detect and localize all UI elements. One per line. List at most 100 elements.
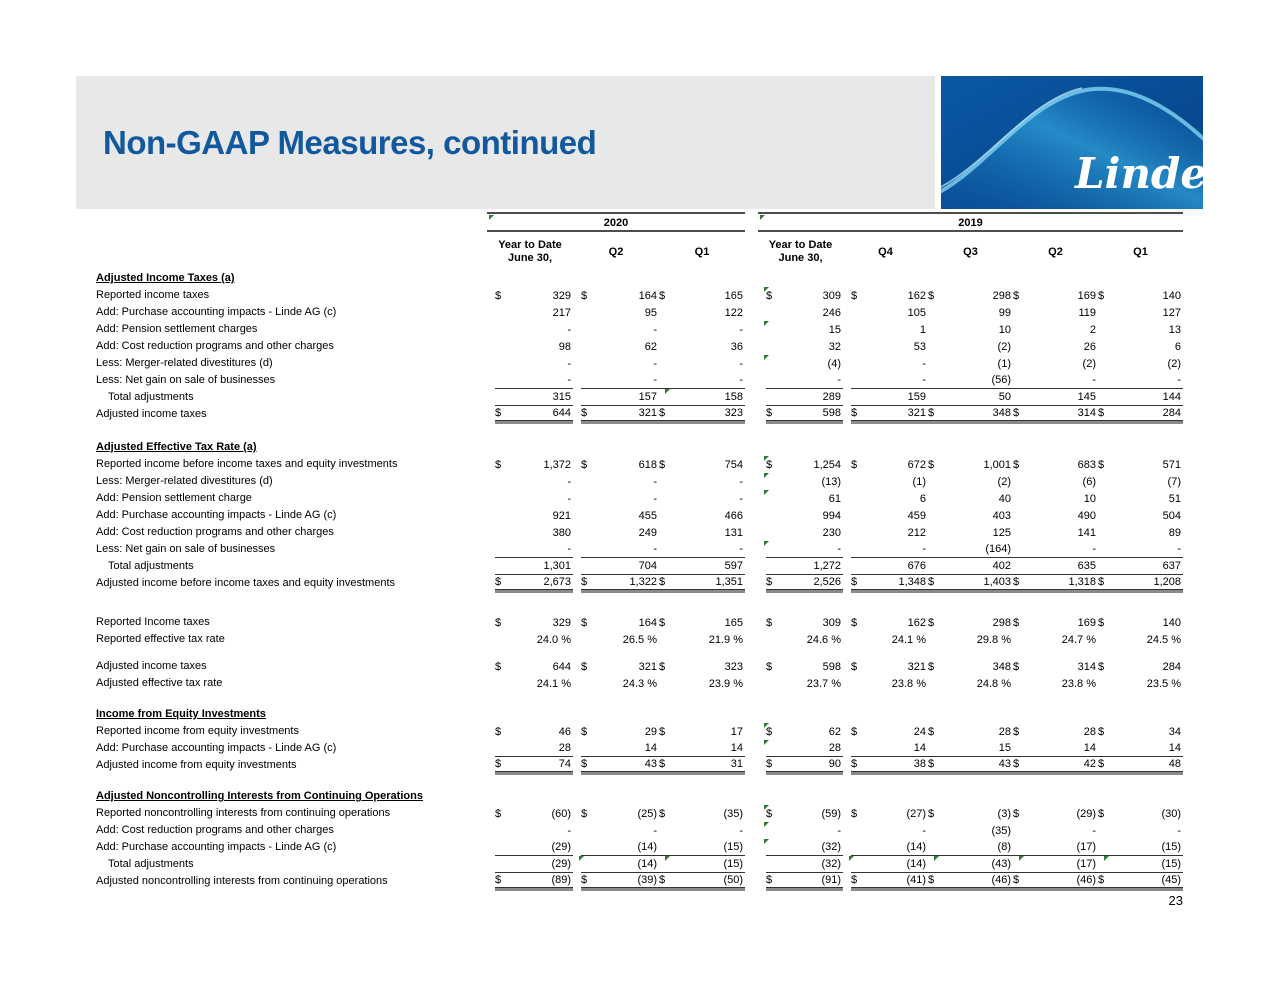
cell-value: 284 xyxy=(1162,407,1181,419)
table-cell: 24.3 % xyxy=(573,675,659,692)
cell-value: 246 xyxy=(822,307,841,319)
row-label: Add: Pension settlement charge xyxy=(96,492,252,504)
cell-value: (45) xyxy=(1161,874,1181,886)
table-cell: $618 xyxy=(573,456,659,473)
dollar-sign: $ xyxy=(1013,290,1020,302)
table-cell: $284 xyxy=(1098,406,1183,423)
dollar-sign: $ xyxy=(851,576,858,588)
cell-box: 1,301 xyxy=(495,558,573,575)
cell-value: (50) xyxy=(723,874,743,886)
table-cell: $42 xyxy=(1013,757,1098,774)
cell-value: 212 xyxy=(907,527,926,539)
cell-value: 158 xyxy=(724,391,743,403)
spacer xyxy=(96,212,487,229)
comment-marker-icon xyxy=(764,839,769,844)
cell-value: (32) xyxy=(821,858,841,870)
table-cell: - xyxy=(487,541,573,558)
cell-value: 321 xyxy=(907,661,926,673)
dollar-sign: $ xyxy=(1098,808,1105,820)
cell-value: (6) xyxy=(1082,476,1096,488)
table-cell: 119 xyxy=(1013,304,1098,321)
cell-value: - xyxy=(739,374,743,386)
cell-value: 323 xyxy=(724,661,743,673)
cell-value: - xyxy=(567,324,571,336)
cell-value: 284 xyxy=(1162,661,1181,673)
dollar-sign: $ xyxy=(851,661,858,673)
cell-value: 13 xyxy=(1168,324,1181,336)
cell-value: (41) xyxy=(906,874,926,886)
cell-box: - xyxy=(659,490,745,507)
cell-box: (2) xyxy=(928,473,1013,490)
table-cell: $31 xyxy=(659,757,745,774)
cell-box: 921 xyxy=(495,507,573,524)
table-cell: $314 xyxy=(1013,406,1098,423)
dollar-sign: $ xyxy=(659,758,666,770)
cell-value: - xyxy=(653,493,657,505)
table-cell: 36 xyxy=(659,338,745,355)
table-cell: 98 xyxy=(487,338,573,355)
table-cell: 24.1 % xyxy=(487,675,573,692)
cell-value: 169 xyxy=(1077,290,1096,302)
table-cell: - xyxy=(487,473,573,490)
cell-value: - xyxy=(739,358,743,370)
year-label: 2020 xyxy=(603,217,629,229)
table-cell: $164 xyxy=(573,287,659,304)
table-cell: 53 xyxy=(843,338,928,355)
row-label: Add: Purchase accounting impacts - Linde… xyxy=(96,509,337,521)
cell-value: 24.3 % xyxy=(622,678,657,690)
cell-box: 144 xyxy=(1098,389,1183,406)
cell-box: (17) xyxy=(1013,856,1098,873)
cell-box: 131 xyxy=(659,524,745,541)
cell-value: 10 xyxy=(998,324,1011,336)
cell-value: 466 xyxy=(724,510,743,522)
cell-box: $31 xyxy=(659,757,745,772)
row-label: Adjusted income taxes xyxy=(96,408,207,420)
table-cell: $169 xyxy=(1013,287,1098,304)
cell-box: 23.8 % xyxy=(851,675,928,692)
table-cell: - xyxy=(487,355,573,372)
cell-box: (56) xyxy=(928,372,1013,389)
dollar-sign: $ xyxy=(495,290,502,302)
group-gap xyxy=(745,212,758,232)
cell-box: $598 xyxy=(766,658,843,675)
cell-box: $348 xyxy=(928,658,1013,675)
cell-value: 504 xyxy=(1162,510,1181,522)
table-cell: - xyxy=(659,490,745,507)
table-cell: $ (41) xyxy=(843,873,928,890)
cell-box: (14) xyxy=(581,839,659,856)
cell-box: (14) xyxy=(851,839,928,856)
table-cell: 23.5 % xyxy=(1098,675,1183,692)
dollar-sign: $ xyxy=(659,459,666,471)
dollar-sign: $ xyxy=(851,459,858,471)
table-cell: 23.8 % xyxy=(843,675,928,692)
cell-value: 157 xyxy=(638,391,657,403)
cell-box: 14 xyxy=(851,740,928,757)
table-cell: - xyxy=(573,473,659,490)
cell-box: - xyxy=(495,355,573,372)
table-cell: (29) xyxy=(487,856,573,873)
table-cell: $1,372 xyxy=(487,456,573,473)
table-cell: $140 xyxy=(1098,287,1183,304)
cell-value: - xyxy=(922,543,926,555)
table-cell: 1,272 xyxy=(758,558,843,575)
cell-value: - xyxy=(837,374,841,386)
table-cell: 99 xyxy=(928,304,1013,321)
cell-box: 15 xyxy=(766,321,843,338)
cell-box: $46 xyxy=(495,723,573,740)
table-cell: 95 xyxy=(573,304,659,321)
table-cell: 14 xyxy=(843,740,928,757)
cell-box: $ (46) xyxy=(1013,873,1098,888)
table-cell: - xyxy=(659,321,745,338)
comment-marker-icon xyxy=(665,856,670,861)
cell-box: $ (30) xyxy=(1098,805,1183,822)
dollar-sign: $ xyxy=(581,758,588,770)
table-cell: 637 xyxy=(1098,558,1183,575)
table-cell: - xyxy=(573,822,659,839)
row-label: Add: Purchase accounting impacts - Linde… xyxy=(96,306,337,318)
cell-box: $34 xyxy=(1098,723,1183,740)
table-cell: 21.9 % xyxy=(659,631,745,648)
cell-value: 23.5 % xyxy=(1146,678,1181,690)
cell-box: $162 xyxy=(851,287,928,304)
cell-value: (35) xyxy=(723,808,743,820)
table-cell: - xyxy=(573,490,659,507)
